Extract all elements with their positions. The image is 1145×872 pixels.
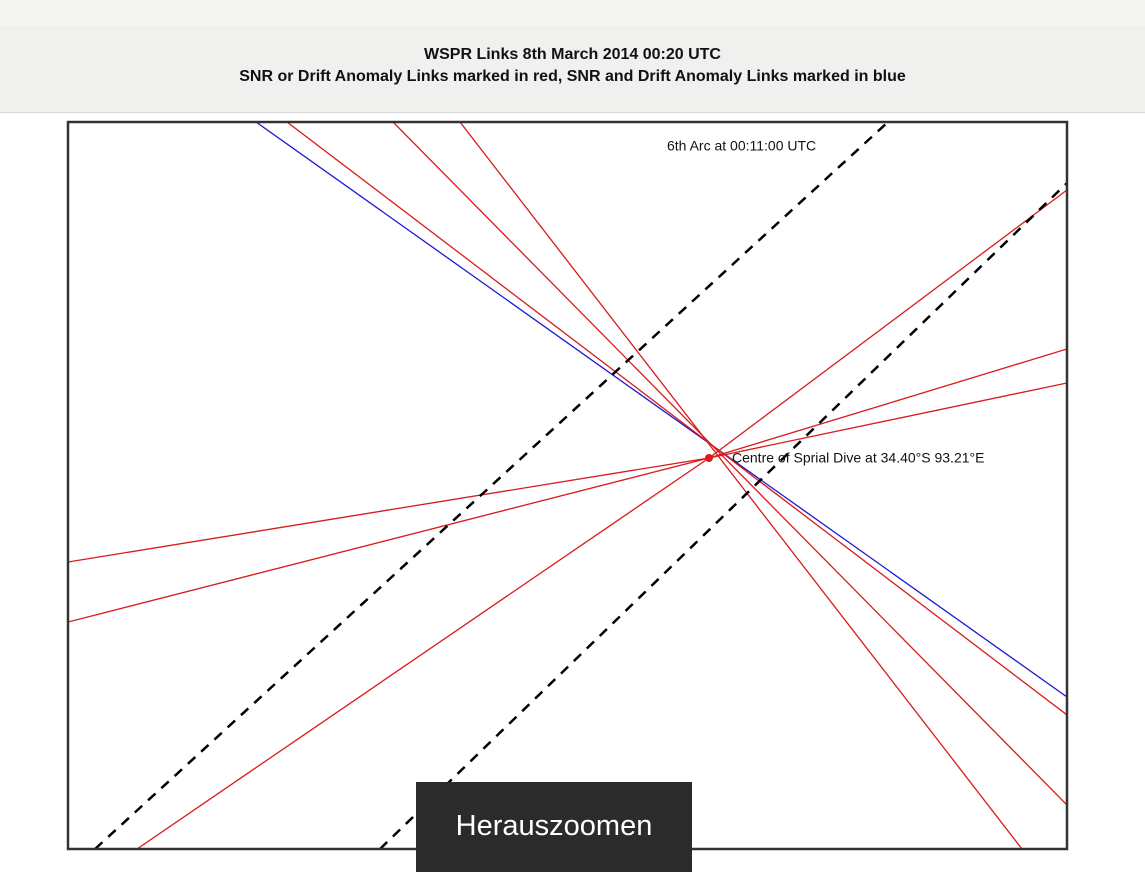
red-link [68, 457, 710, 623]
arc-label: 6th Arc at 00:11:00 UTC [667, 138, 816, 154]
links [68, 122, 1067, 849]
red-link [708, 348, 1067, 459]
top-bar [0, 0, 1145, 25]
frame [66, 120, 1069, 851]
red-link [286, 122, 1067, 716]
red-link [136, 457, 710, 849]
red-link [708, 382, 1067, 459]
red-link [68, 457, 710, 563]
red-link [459, 122, 1023, 849]
centre-label: Centre of Sprial Dive at 34.40°S 93.21°E [732, 450, 984, 466]
title: WSPR Links 8th March 2014 00:20 UTC [424, 46, 721, 63]
subtitle: SNR or Drift Anomaly Links marked in red… [239, 68, 906, 85]
zoom-out-button[interactable]: Herauszoomen [416, 782, 692, 872]
red-link [392, 122, 1067, 806]
blue-link [255, 122, 1067, 698]
arc-line [379, 182, 1067, 849]
red-link [708, 189, 1067, 459]
header: WSPR Links 8th March 2014 00:20 UTC SNR … [0, 25, 1145, 113]
centre-point [705, 454, 713, 462]
